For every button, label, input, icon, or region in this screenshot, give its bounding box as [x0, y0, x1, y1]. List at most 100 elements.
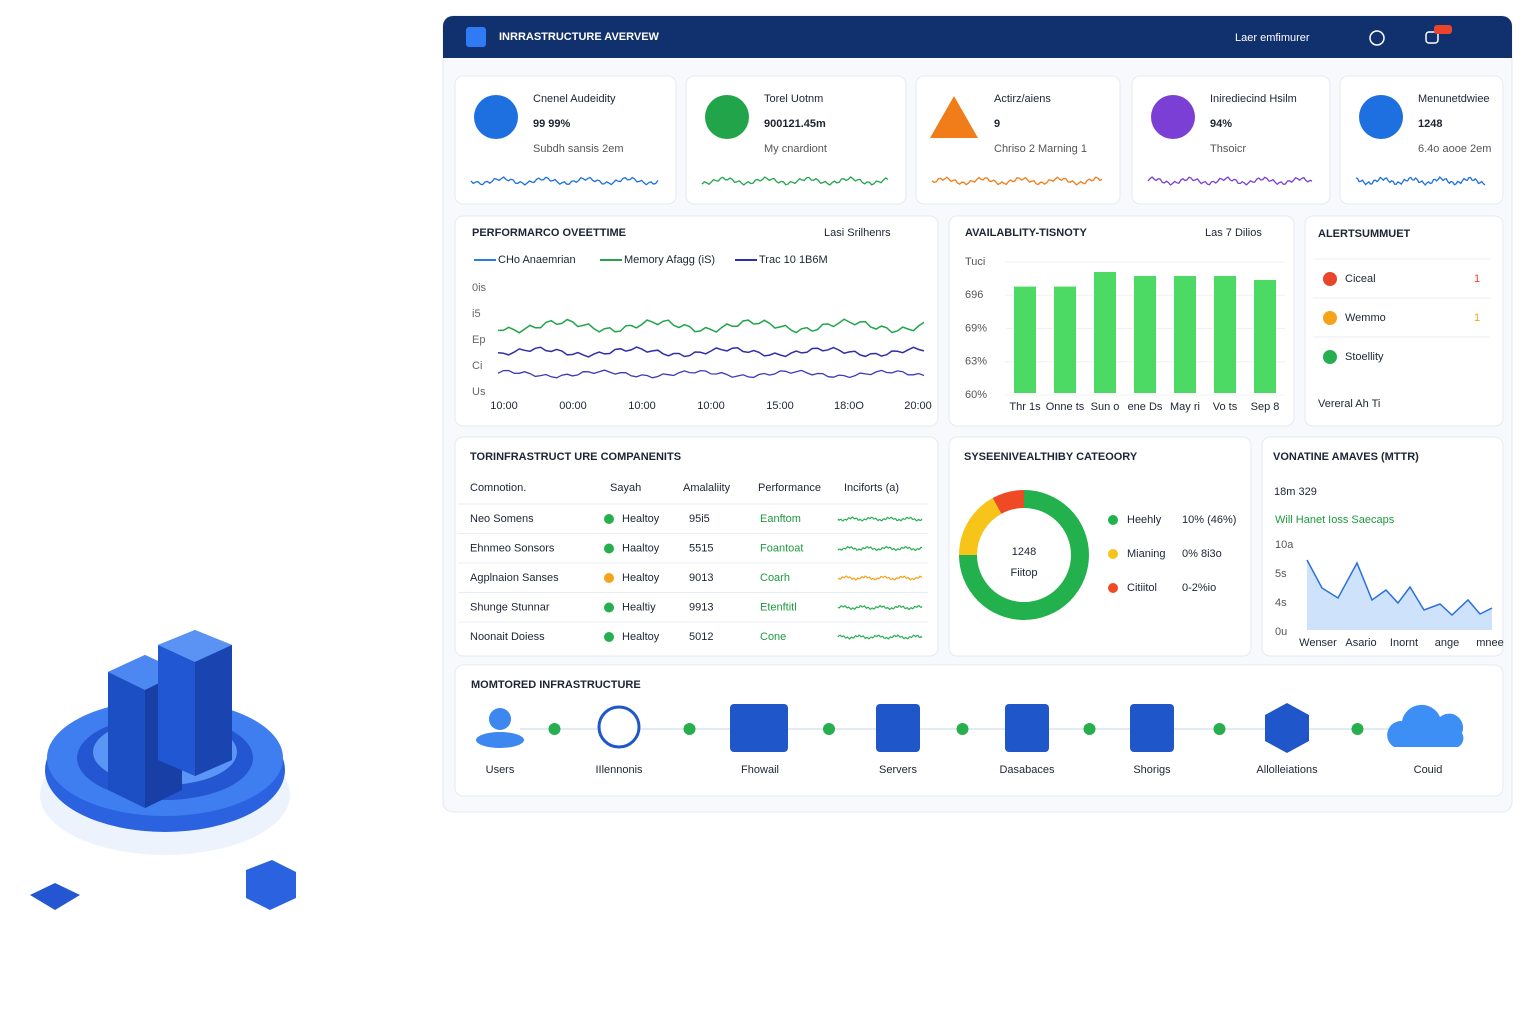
kpi-sub: Subdh sansis 2em: [533, 143, 624, 155]
table-header: Performance: [758, 482, 821, 494]
legend-label: CHo Anaemrian: [498, 254, 576, 266]
alert-footer: Vereral Ah Ti: [1318, 398, 1380, 410]
connector-dot: [548, 723, 561, 735]
header-bar: [443, 16, 1512, 58]
node-label: Allolleiations: [1256, 764, 1318, 776]
x-tick-label: 10:00: [628, 400, 656, 412]
y-tick-label: 4s: [1275, 597, 1287, 609]
x-tick-label: 10:00: [490, 400, 518, 412]
trend-line: [498, 318, 925, 334]
trend-line: [837, 516, 923, 522]
user-menu[interactable]: Laer emfimurer: [1235, 32, 1310, 44]
kpi-value: 94%: [1210, 118, 1232, 130]
y-tick-label: 10a: [1275, 539, 1294, 551]
table-cell: 5012: [689, 631, 713, 643]
node-icon: [1005, 704, 1049, 752]
mttr-area: [1307, 560, 1492, 630]
notification-icon[interactable]: [1425, 31, 1439, 44]
table-cell: Foantoat: [760, 542, 803, 554]
y-tick-label: 63%: [965, 356, 987, 368]
table-cell: Healtoy: [622, 513, 660, 525]
alert-label: Wemmo: [1345, 312, 1386, 324]
panel-title: SYSEENIVEALTHIBY CATEOORY: [964, 451, 1138, 463]
panel: [915, 75, 1121, 205]
trend-line: [497, 369, 925, 379]
x-tick-label: ene Ds: [1128, 401, 1163, 413]
trend-line: [1147, 176, 1313, 186]
connector-dot: [823, 723, 835, 735]
y-tick-label: 69%: [965, 322, 987, 334]
legend-label: Trac 10 1B6M: [759, 254, 828, 266]
table-cell: 95i5: [689, 513, 710, 525]
node-label: IIlennonis: [595, 764, 643, 776]
table-cell: Cone: [760, 631, 786, 643]
y-tick-label: Ci: [472, 360, 482, 372]
connector-dot: [1213, 723, 1226, 735]
trend-line: [470, 176, 659, 186]
alert-count: 1: [1474, 273, 1480, 285]
table-header: Comnotion.: [470, 482, 526, 494]
donut-sub: Fiitop: [1011, 567, 1038, 579]
node-icon: [1387, 704, 1464, 747]
bar: [1014, 286, 1036, 393]
node-icon: [730, 704, 788, 752]
x-tick-label: Onne ts: [1046, 401, 1085, 413]
donut-segment: [959, 490, 1089, 620]
trend-line: [837, 604, 923, 611]
legend-value: 10% (46%): [1182, 514, 1236, 526]
table-cell: Healtiy: [622, 601, 656, 613]
kpi-icon: [1151, 95, 1195, 139]
table-cell: Coarh: [760, 572, 790, 584]
legend-label: Memory Afagg (iS): [624, 254, 715, 266]
x-tick-label: Vo ts: [1213, 401, 1238, 413]
legend-value: 0-2%io: [1182, 582, 1216, 594]
kpi-icon: [1359, 95, 1403, 139]
x-tick-label: Thr 1s: [1009, 401, 1041, 413]
trend-line: [837, 634, 923, 640]
connector-dot: [683, 723, 696, 735]
status-dot: [604, 602, 614, 613]
table-header: Inciforts (a): [844, 482, 899, 494]
table-cell: 9913: [689, 601, 713, 613]
node-icon: [1265, 703, 1309, 753]
table-cell: Healtoy: [622, 631, 660, 643]
kpi-label: Actirz/aiens: [994, 93, 1051, 105]
bar: [1134, 275, 1156, 393]
search-icon[interactable]: [1369, 30, 1385, 46]
dropdown: Lasi Srilhenrs: [824, 227, 891, 239]
node-icon: [476, 732, 524, 748]
trend-line: [837, 575, 923, 581]
panel-title: PERFORMARCO OVEETTIME: [472, 227, 626, 239]
panel-title: MOMTORED INFRASTRUCTURE: [471, 679, 641, 691]
donut-segment: [959, 498, 1002, 556]
trend-line: [837, 545, 923, 552]
header-title: INRRASTRUCTURE AVERVEW: [499, 31, 660, 43]
kpi-sub: 6.4o aooe 2em: [1418, 143, 1491, 155]
kpi-value: 9: [994, 118, 1000, 130]
panel: [948, 436, 1252, 657]
node-label: Servers: [879, 764, 917, 776]
x-tick-label: mnee: [1476, 637, 1504, 649]
x-tick-label: Sep 8: [1251, 401, 1280, 413]
panel: [454, 436, 939, 657]
x-tick-label: Sun o: [1091, 401, 1120, 413]
node-icon: [597, 705, 641, 749]
y-tick-label: Ep: [472, 334, 485, 346]
kpi-sub: Thsoicr: [1210, 143, 1246, 155]
table-cell: Shunge Stunnar: [470, 601, 550, 613]
status-dot: [604, 632, 614, 642]
alert-dot: [1323, 311, 1337, 325]
legend-dot: [1108, 549, 1118, 559]
x-tick-label: 10:00: [697, 400, 725, 412]
y-tick-label: 5s: [1275, 568, 1287, 580]
connector-dot: [956, 723, 969, 735]
mttr-line: [1306, 559, 1493, 617]
kpi-icon: [474, 95, 518, 139]
table-header: Sayah: [610, 482, 641, 494]
kpi-sub: My cnardiont: [764, 143, 827, 155]
node-icon: [1130, 704, 1174, 752]
x-tick-label: Asario: [1345, 637, 1376, 649]
trend-line: [701, 176, 889, 186]
